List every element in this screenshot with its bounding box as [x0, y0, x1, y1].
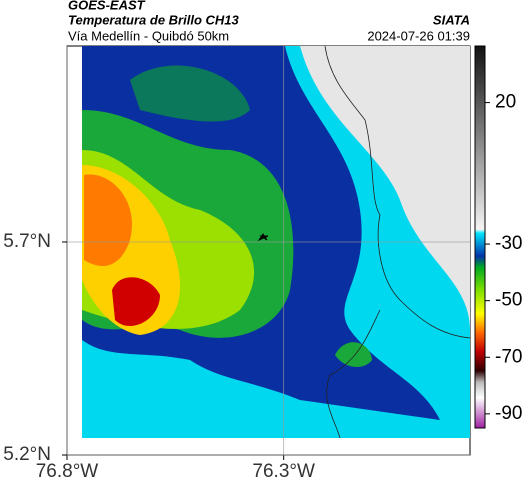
product: Temperatura de Brillo CH13	[68, 12, 240, 27]
route: Vía Medellín - Quibdó 50km	[68, 28, 229, 43]
cloud-orange	[84, 174, 132, 266]
location-star	[257, 233, 269, 242]
colorbar-tick-label: -30	[495, 233, 522, 254]
colorbar-tick-label: -90	[495, 403, 522, 424]
colorbar	[474, 45, 486, 429]
cloud-green-east	[335, 342, 372, 367]
colorbar-axis: 20 -30 -50 -70 -90	[485, 92, 522, 424]
y-tick-label: 5.7°N	[3, 231, 51, 252]
satellite: GOES-EAST	[68, 0, 146, 12]
x-tick-label: 76.8°W	[36, 461, 99, 482]
cloud-red	[112, 277, 160, 326]
colorbar-tick-label: 20	[495, 92, 516, 113]
source: SIATA	[433, 12, 470, 27]
x-tick-label: 76.3°W	[252, 461, 315, 482]
coastline	[324, 46, 470, 438]
cloud-green-north	[130, 65, 250, 122]
y-tick-label: 5.2°N	[3, 444, 51, 465]
timestamp: 2024-07-26 01:39	[367, 28, 470, 43]
colorbar-tick-label: -70	[495, 346, 522, 367]
map-axes: 76.8°W 76.3°W 5.2°N 5.7°N	[3, 46, 470, 482]
imagery	[82, 46, 470, 438]
colorbar-tick-label: -50	[495, 290, 522, 311]
